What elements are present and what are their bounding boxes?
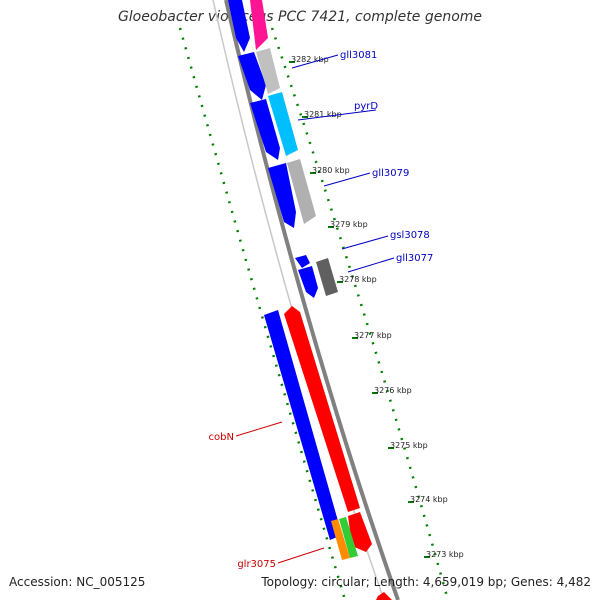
gene-arrow-gll3082 [228,0,250,52]
gene-leader-line [323,172,371,187]
tick-label: 3279 kbp [330,220,368,229]
gene-arrow-cobN [284,306,360,512]
gene-arrow-glr3075 [348,512,372,552]
gene-label-gsl3078: gsl3078 [390,230,430,241]
gene-arrow-pink [250,0,268,50]
feature-track [228,0,392,600]
gene-leader-line [347,257,395,273]
gene-arrow-cobN-rev [264,310,342,540]
tick-label: 3280 kbp [312,166,350,175]
gene-label-glr3075: glr3075 [237,559,276,570]
gene-arrow-gsl3078 [295,255,310,268]
kbp-ticks: 3282 kbp 3281 kbp 3280 kbp 3279 kbp 3278 kbp… [289,55,464,559]
gene-label-gll3081: gll3081 [340,50,377,61]
gene-arrow-gray-2 [287,159,316,224]
gene-arrow-gll3077 [298,266,318,298]
gene-arrow-gll3081 [238,52,266,100]
backbone-line [212,0,400,600]
gene-label-cobN: cobN [209,432,234,443]
gene-arrow-orange [331,519,350,560]
gene-labels: gll3081 pyrD gll3079 gsl3078 gll3077 cobN glr3… [209,50,434,570]
gene-arrow-pyrD [250,99,280,160]
gene-arrow-darkgray [316,258,338,296]
gene-arrow-gll3079 [268,163,296,228]
tick-label: 3281 kbp [304,110,342,119]
gene-label-gll3079: gll3079 [372,168,409,179]
map-title: Gloeobacter violaceus PCC 7421, complete… [117,9,483,25]
tick-label: 3277 kbp [354,331,392,340]
gene-arrow-gray-1 [256,48,280,94]
backbone-outer-line [224,0,400,600]
tick-label: 3273 kbp [426,550,464,559]
tick-label: 3274 kbp [410,495,448,504]
gene-leader-line [291,54,339,69]
genome-summary-text: Topology: circular; Length: 4,659,019 bp… [261,575,591,589]
gene-leader-line [341,235,389,250]
gene-arrow-cyan [268,92,298,156]
tick-label: 3282 kbp [291,55,329,64]
gene-leader-line [235,421,283,437]
tick-label: 3275 kbp [390,441,428,450]
accession-text: Accession: NC_005125 [9,575,146,589]
gene-leader-line [297,109,377,121]
tick-label: 3276 kbp [374,386,412,395]
backbone-inner-line [212,0,385,600]
gene-arrow-green [339,517,358,558]
gene-label-pyrD: pyrD [354,101,378,112]
gene-leader-line [277,547,325,564]
gene-label-gll3077: gll3077 [396,253,433,264]
tick-label: 3278 kbp [339,275,377,284]
gene-arrow-partial [376,592,392,600]
